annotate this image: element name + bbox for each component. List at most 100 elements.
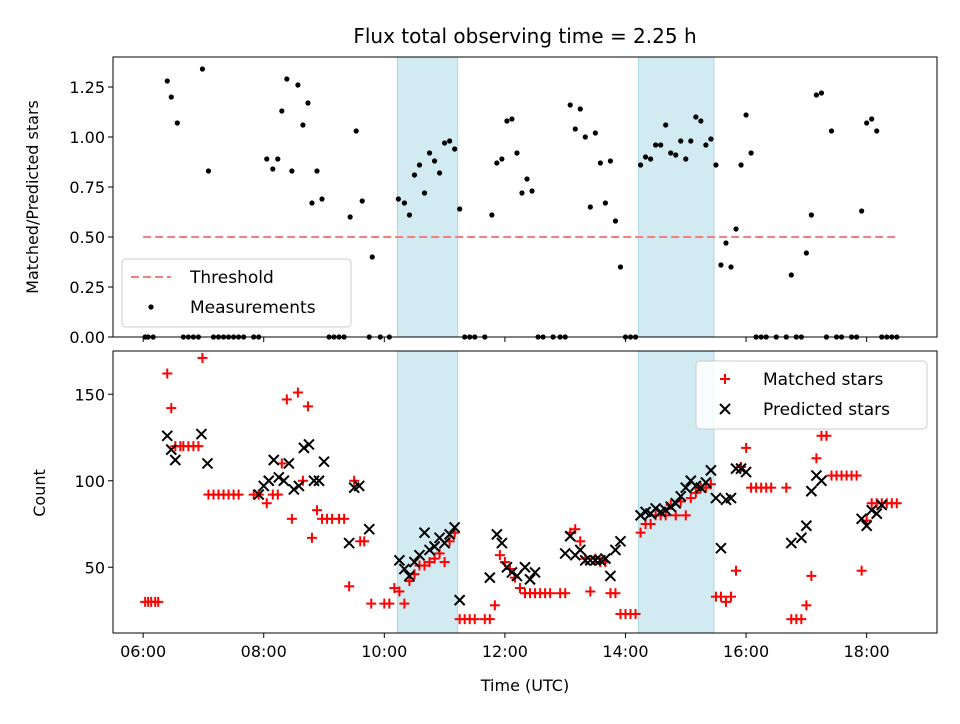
legend-predicted-label: Predicted stars — [763, 400, 890, 420]
matched-star-point — [484, 614, 495, 625]
x-tick-label: 06:00 — [120, 642, 166, 661]
predicted-star-point — [574, 544, 586, 556]
measurement-point — [504, 118, 510, 124]
legend-matched-label: Matched stars — [763, 370, 883, 390]
measurement-point — [309, 200, 315, 206]
measurement-point — [395, 196, 401, 202]
matched-star-point — [419, 560, 430, 571]
measurement-point — [347, 214, 353, 220]
predicted-star-point — [268, 454, 280, 466]
measurement-point — [818, 90, 825, 96]
predicted-star-point — [253, 488, 265, 501]
predicted-star-point — [614, 535, 627, 548]
matched-star-point — [302, 401, 313, 412]
measurement-point — [199, 66, 206, 72]
predicted-star-point — [506, 566, 518, 579]
measurement-point — [514, 150, 520, 156]
measurement-point — [813, 92, 820, 98]
measurement-point — [264, 156, 270, 162]
measurement-point — [436, 170, 443, 176]
x-tick-label: 08:00 — [241, 642, 287, 661]
measurement-point — [683, 156, 689, 162]
measurement-point — [406, 212, 413, 218]
predicted-star-point — [805, 485, 818, 497]
matched-star-point — [429, 553, 440, 564]
measurement-point — [718, 262, 724, 268]
measurement-point — [353, 128, 359, 134]
measurement-point — [205, 168, 212, 174]
predicted-star-point — [855, 513, 868, 525]
measurement-point — [743, 112, 749, 118]
matched-star-point — [434, 548, 445, 559]
matched-star-point — [781, 482, 792, 493]
predicted-star-point — [438, 537, 451, 549]
predicted-star-point — [313, 475, 325, 487]
matched-star-point — [851, 470, 862, 481]
predicted-star-point — [318, 456, 330, 468]
matched-star-point — [821, 430, 832, 441]
matched-star-point — [690, 487, 701, 498]
bottom-y-axis: 50 100 150 — [74, 385, 113, 577]
predicted-star-point — [710, 492, 722, 504]
y-tick-label: 1.00 — [69, 128, 105, 147]
matched-star-point — [575, 536, 586, 547]
matched-star-point — [399, 598, 410, 609]
matched-star-point — [311, 505, 322, 516]
matched-star-point — [193, 441, 204, 452]
bottom-legend: Matched stars Predicted stars — [695, 360, 928, 430]
measurement-point — [688, 138, 694, 144]
measurement-point — [673, 152, 679, 158]
measurement-point — [529, 188, 535, 194]
measurement-point — [668, 150, 674, 156]
measurement-point — [284, 76, 290, 82]
matched-star-point — [162, 368, 173, 379]
predicted-star-point — [443, 528, 456, 541]
measurement-point — [597, 160, 603, 166]
matched-star-point — [585, 586, 596, 597]
matched-star-point — [796, 614, 807, 625]
measurement-point — [703, 142, 709, 148]
predicted-star-point — [428, 540, 441, 553]
measurement-point — [314, 168, 320, 174]
measurement-point — [457, 206, 463, 212]
predicted-star-point — [700, 476, 712, 489]
bottom-panel: 50 100 150 06:00 08:00 10:00 12:00 14:00 16:00 1… — [30, 350, 938, 695]
predicted-star-point — [599, 552, 612, 565]
measurement-point — [663, 122, 669, 128]
measurement-point — [319, 196, 325, 202]
predicted-star-point — [403, 570, 416, 582]
measurement-point — [738, 162, 744, 168]
predicted-star-point — [283, 457, 295, 470]
measurement-point — [494, 160, 500, 166]
predicted-star-point — [675, 490, 687, 503]
measurement-point — [442, 140, 448, 146]
measurement-point — [416, 162, 423, 168]
measurement-point — [174, 120, 180, 126]
matched-star-point — [630, 608, 641, 619]
predicted-star-point — [413, 549, 426, 561]
predicted-star-point — [665, 500, 677, 513]
x-tick-label: 10:00 — [361, 642, 407, 661]
matched-star-point — [389, 583, 400, 594]
predicted-star-point — [564, 530, 576, 542]
measurement-point — [713, 162, 719, 168]
matched-star-point — [801, 600, 812, 611]
predicted-star-point — [363, 523, 375, 535]
predicted-star-point — [529, 566, 541, 579]
top-legend: Threshold Measurements — [121, 258, 352, 328]
matched-star-point — [660, 510, 671, 521]
x-tick-label: 18:00 — [844, 642, 890, 661]
top-panel: 0.00 0.25 0.50 0.75 1.00 1.25 Flux total obse… — [23, 24, 938, 347]
predicted-star-point — [263, 475, 275, 487]
predicted-star-point — [491, 528, 503, 541]
y-tick-label: 0.25 — [69, 278, 105, 297]
measurement-point — [864, 120, 870, 126]
predicted-star-point — [288, 483, 300, 496]
matched-star-point — [261, 498, 272, 509]
predicted-star-point — [293, 480, 305, 492]
predicted-star-point — [559, 547, 571, 560]
measurement-point — [869, 116, 875, 122]
matched-star-point — [292, 387, 303, 398]
measurement-point — [592, 130, 598, 136]
